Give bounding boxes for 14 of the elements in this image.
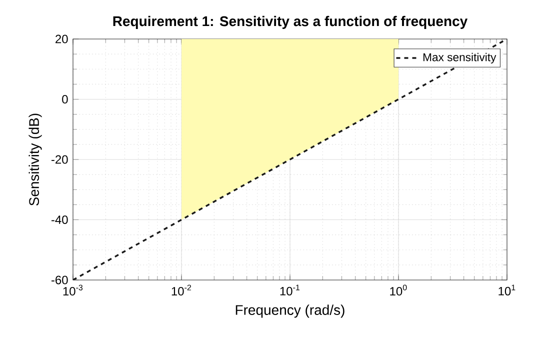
x-axis-title: Frequency (rad/s): [236, 304, 344, 318]
x-tick-label: 10$^{-3}$: [63, 284, 83, 296]
x-tick-label: 10$^{-2}$: [172, 284, 192, 296]
legend-label: Max sensitivity: [423, 52, 496, 64]
y-tick-label: 20: [56, 34, 68, 44]
y-tick-label: -20: [51, 155, 68, 164]
x-tick-label: 10$^{-1}$: [280, 284, 300, 296]
y-tick-label: -60: [51, 276, 68, 284]
y-tick-label: -40: [51, 215, 68, 224]
x-tick-label: 10$^{0}$: [390, 284, 407, 296]
y-axis-title: Sensitivity (dB): [28, 114, 42, 206]
x-tick-label: 10$^{1}$: [498, 284, 516, 296]
chart-title: Requirement 1: Sensitivity as a function of frequency: [113, 16, 468, 29]
y-tick-label: 0: [62, 94, 68, 104]
